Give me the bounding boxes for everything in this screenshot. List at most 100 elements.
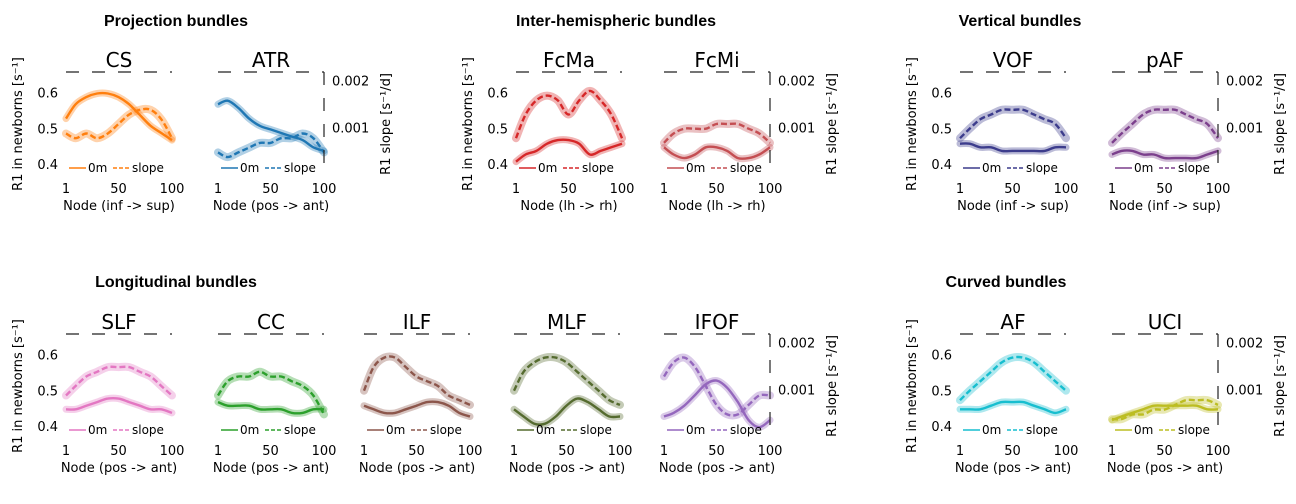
group-title-curved: Curved bundles [946,274,1067,291]
x-tick-label: 50 [408,444,425,459]
right-axis-label: R1 slope [s⁻¹/d] [379,73,394,175]
r1-line [959,400,1067,415]
legend-solid-label: 0m [1134,423,1153,437]
x-tick-label: 100 [1206,444,1231,459]
y-tick-label: 0.6 [931,87,952,102]
y-tick-label: 0.5 [37,384,58,399]
legend-dashed-label: slope [582,161,614,175]
confidence-band [360,352,474,409]
x-axis-label: Node (lh -> rh) [520,199,617,214]
panel-af: AF 0m slope 1 50 100 Node (pos -> ant) 0.6 0.5 0.… [905,310,1078,476]
panel-fcmi: FcMi 0m slope 1 50 100 Node (lh -> rh) 0.002 0.0… [660,48,840,214]
r1-line [959,142,1067,153]
panel-uci: UCI 0m slope 1 50 100 Node (pos -> ant) 0.002 0.… [1107,310,1288,476]
r1-line [515,138,623,163]
x-tick-label: 100 [312,444,337,459]
x-tick-label: 100 [758,444,783,459]
x-tick-label: 50 [708,182,725,197]
group-title-longitudinal: Longitudinal bundles [95,274,257,291]
confidence-band [956,353,1070,405]
right-tick-label: 0.001 [1226,384,1263,399]
panel-fcma: FcMa 0m slope 1 50 100 Node (lh -> rh) 0.6 0.5 0.… [461,48,634,214]
legend-dashed-label: slope [132,423,164,437]
x-tick-label: 100 [458,444,483,459]
legend-dashed-label: slope [284,423,316,437]
x-tick-label: 50 [558,444,575,459]
panel-title: CS [106,48,133,72]
legend-solid-label: 0m [982,161,1001,175]
x-tick-label: 1 [956,444,964,459]
slope-line [216,370,326,415]
x-tick-label: 100 [160,182,185,197]
right-axis-label: R1 slope [s⁻¹/d] [1273,73,1288,175]
x-tick-label: 50 [110,444,127,459]
confidence-band [62,394,176,417]
x-tick-label: 1 [1108,182,1116,197]
legend-solid-label: 0m [386,423,405,437]
x-axis-label: Node (pos -> ant) [213,199,329,214]
panel-title: UCI [1148,310,1183,334]
x-tick-label: 50 [1004,182,1021,197]
r1-line [217,99,325,153]
x-tick-label: 1 [214,182,222,197]
x-tick-label: 1 [512,182,520,197]
slope-line [959,108,1067,140]
x-tick-label: 100 [758,182,783,197]
slope-line [362,355,471,406]
y-tick-label: 0.4 [37,158,58,173]
legend-solid-label: 0m [1134,161,1153,175]
legend-dashed-label: slope [730,161,762,175]
panel-title: AF [1000,310,1025,334]
x-tick-label: 50 [110,182,127,197]
right-tick-label: 0.001 [778,384,815,399]
x-axis-label: Node (pos -> ant) [213,461,329,476]
x-tick-label: 100 [1054,182,1079,197]
right-tick-label: 0.001 [1226,122,1263,137]
x-tick-label: 50 [262,444,279,459]
panel-title: IFOF [695,310,740,334]
x-tick-label: 1 [510,444,518,459]
legend-dashed-label: slope [132,161,164,175]
y-tick-label: 0.5 [487,122,508,137]
slope-line [65,365,173,397]
panel-ifof: IFOF 0m slope 1 50 100 Node (pos -> ant) 0.002 0… [659,310,840,476]
slope-line [514,89,624,139]
panel-title: SLF [101,310,136,334]
x-tick-label: 50 [1156,444,1173,459]
x-tick-label: 100 [608,444,633,459]
right-tick-label: 0.002 [778,336,815,351]
legend-dashed-label: slope [430,423,462,437]
panel-title: FcMa [543,48,595,72]
y-tick-label: 0.4 [487,158,508,173]
slope-line [663,122,771,144]
y-tick-label: 0.4 [931,420,952,435]
r1-line [363,400,471,418]
r1-line [65,396,173,415]
panel-ilf: ILF 0m slope 1 50 100 Node (pos -> ant) [359,310,483,476]
right-tick-label: 0.001 [332,122,369,137]
slope-line [65,107,174,140]
x-tick-label: 1 [62,444,70,459]
y-tick-label: 0.5 [931,384,952,399]
r1-line [1111,404,1219,422]
x-axis-label: Node (pos -> ant) [659,461,775,476]
x-axis-label: Node (inf -> sup) [1109,199,1221,214]
r1-line [513,397,621,426]
right-tick-label: 0.002 [332,74,369,89]
panel-title: FcMi [694,48,739,72]
right-axis-label: R1 slope [s⁻¹/d] [825,335,840,437]
x-tick-label: 50 [560,182,577,197]
group-title-projection: Projection bundles [104,13,248,30]
x-tick-label: 50 [262,182,279,197]
x-axis-label: Node (pos -> ant) [955,461,1071,476]
right-tick-label: 0.002 [1226,336,1263,351]
group-title-vertical: Vertical bundles [959,13,1082,30]
x-tick-label: 1 [62,182,70,197]
panel-title: ATR [252,48,290,72]
y-tick-label: 0.5 [931,122,952,137]
r1-line [64,91,173,142]
panel-mlf: MLF 0m slope 1 50 100 Node (pos -> ant) [509,310,633,476]
x-tick-label: 1 [956,182,964,197]
r1-line [1111,149,1219,160]
y-tick-label: 0.5 [37,122,58,137]
